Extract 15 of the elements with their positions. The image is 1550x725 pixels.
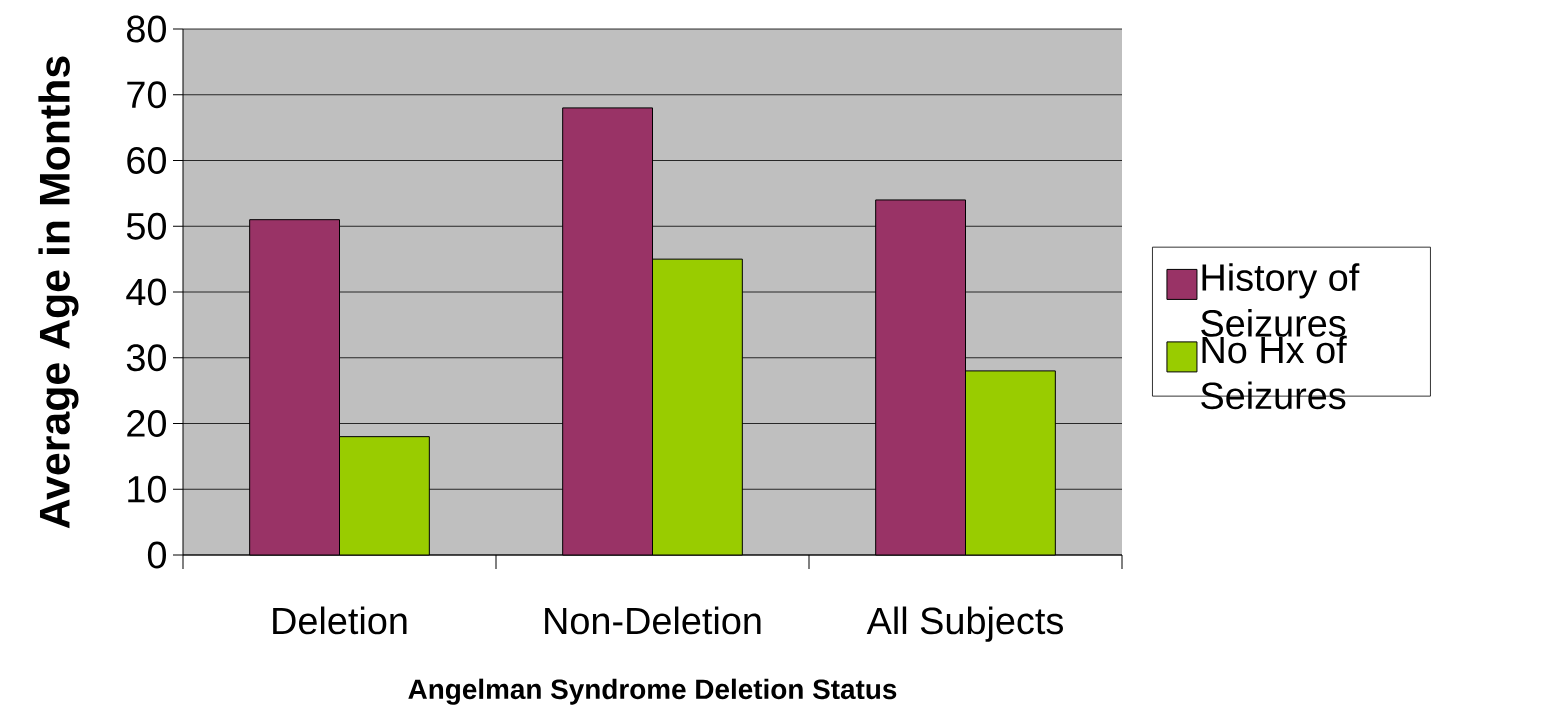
x-tick-label: Deletion [273, 606, 407, 635]
y-axis-title: Average Age in Months [38, 56, 79, 529]
x-tick-label: All Subjects [866, 606, 1063, 642]
y-tick-label: 20 [127, 410, 166, 437]
y-tick-label: 0 [147, 541, 166, 569]
y-tick-label: 40 [126, 278, 166, 306]
y-tick-label: 50 [126, 212, 166, 240]
y-tick-label: 80 [127, 15, 166, 43]
x-tick-label: Non-Deletion [545, 606, 761, 635]
y-tick-label: 30 [126, 344, 166, 372]
x-axis-title: Angelman Syndrome Deletion Status [408, 678, 897, 705]
y-tick-label: 10 [128, 475, 166, 503]
y-tick-label: 60 [127, 147, 166, 174]
y-tick-label: 70 [127, 81, 166, 109]
legend-label: History of Seizures [1201, 263, 1360, 337]
